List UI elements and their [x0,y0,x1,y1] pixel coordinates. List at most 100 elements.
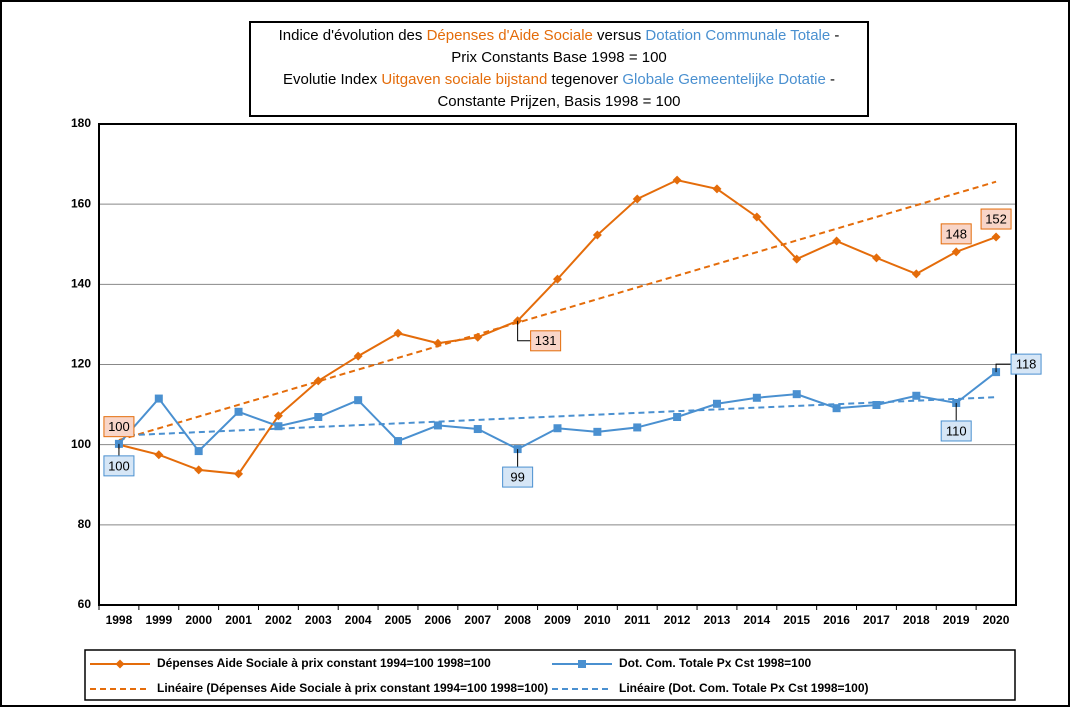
marker [194,465,204,475]
marker [553,274,562,284]
label-leader [517,320,534,342]
marker [273,411,283,421]
marker [792,254,802,264]
data-label: 152 [985,211,1007,226]
marker [578,660,586,668]
legend-label: Linéaire (Dot. Com. Totale Px Cst 1998=1… [619,681,869,695]
marker [832,404,841,413]
marker [154,394,163,403]
x-tick-label: 2017 [863,613,890,627]
legend-box [84,649,1016,701]
y-tick-label: 60 [78,597,92,611]
title-segment: Indice d'évolution des [279,27,427,44]
marker [154,450,164,460]
x-tick-label: 2016 [823,613,850,627]
data-label-box [502,466,534,488]
x-tick-label: 2020 [983,613,1010,627]
marker [433,338,443,348]
marker [872,400,881,409]
marker [354,396,363,405]
marker [752,393,761,402]
marker [672,175,682,185]
chart-title: Constante Prijzen, Basis 1998 = 100 [437,93,680,110]
legend-label: Dot. Com. Totale Px Cst 1998=100 [619,656,812,670]
marker [353,351,363,361]
title-segment: Uitgaven sociale bijstand [381,71,547,88]
chart-title: Evolutie Index Uitgaven sociale bijstand… [283,71,835,88]
marker [394,437,403,446]
marker [393,328,403,338]
title-segment: Globale Gemeentelijke Dotatie [622,71,825,88]
title-segment: Dépenses d'Aide Sociale [427,27,593,44]
marker [115,659,125,669]
x-tick-label: 2004 [345,613,372,627]
y-tick-label: 140 [71,277,91,291]
x-tick-label: 1999 [145,613,172,627]
x-tick-label: 2005 [385,613,412,627]
legend-label: Linéaire (Dépenses Aide Sociale à prix c… [157,681,548,695]
x-tick-label: 2019 [943,613,970,627]
data-label: 99 [510,470,524,485]
marker [593,427,602,436]
y-tick-label: 180 [71,116,91,130]
marker [673,413,682,422]
marker [234,469,244,479]
title-segment: Dotation Communale Totale [645,27,830,44]
marker [951,247,961,257]
data-label-box [103,416,135,438]
title-segment: Constante Prijzen, Basis 1998 = 100 [437,93,680,110]
title-segment: Prix Constants Base 1998 = 100 [451,49,667,66]
marker [194,447,203,456]
title-box [249,21,869,117]
data-label-box [980,208,1012,230]
marker [274,422,283,431]
x-tick-label: 2013 [704,613,731,627]
x-tick-label: 2001 [225,613,252,627]
marker [911,269,921,279]
title-segment: versus [593,27,646,44]
x-tick-label: 2014 [743,613,770,627]
marker [234,407,243,416]
data-label: 100 [108,458,130,473]
title-segment: tegenover [547,71,622,88]
data-label-box [940,223,972,245]
marker [912,391,921,400]
y-tick-label: 80 [78,517,92,531]
marker [792,390,801,399]
legend-label: Dépenses Aide Sociale à prix constant 19… [157,656,491,670]
marker [433,421,442,430]
trend-line [118,180,997,442]
data-label: 110 [946,423,967,438]
title-segment: Evolutie Index [283,71,381,88]
marker [633,423,642,432]
data-label: 148 [945,226,967,241]
marker [313,376,323,386]
marker [712,184,722,194]
data-label-box [940,420,972,442]
x-tick-label: 2003 [305,613,332,627]
data-label-box [530,330,562,352]
data-label: 131 [535,333,557,348]
marker [314,413,323,422]
marker [712,399,721,408]
y-tick-label: 160 [71,196,91,210]
marker [752,212,762,222]
x-tick-label: 2000 [185,613,212,627]
trend-line [118,396,997,437]
x-tick-label: 2002 [265,613,292,627]
y-tick-label: 100 [71,437,91,451]
x-tick-label: 2012 [664,613,691,627]
x-tick-label: 2015 [783,613,810,627]
x-tick-label: 2007 [464,613,491,627]
x-tick-label: 2010 [584,613,611,627]
label-leader [995,363,1015,373]
x-tick-label: 2018 [903,613,930,627]
y-tick-label: 120 [71,357,91,371]
x-tick-label: 2011 [624,613,650,627]
marker [592,230,602,240]
x-tick-label: 1998 [106,613,133,627]
title-segment: - [830,27,839,44]
labels: 100 131 148 152 100 99 110 118 [103,208,1042,488]
